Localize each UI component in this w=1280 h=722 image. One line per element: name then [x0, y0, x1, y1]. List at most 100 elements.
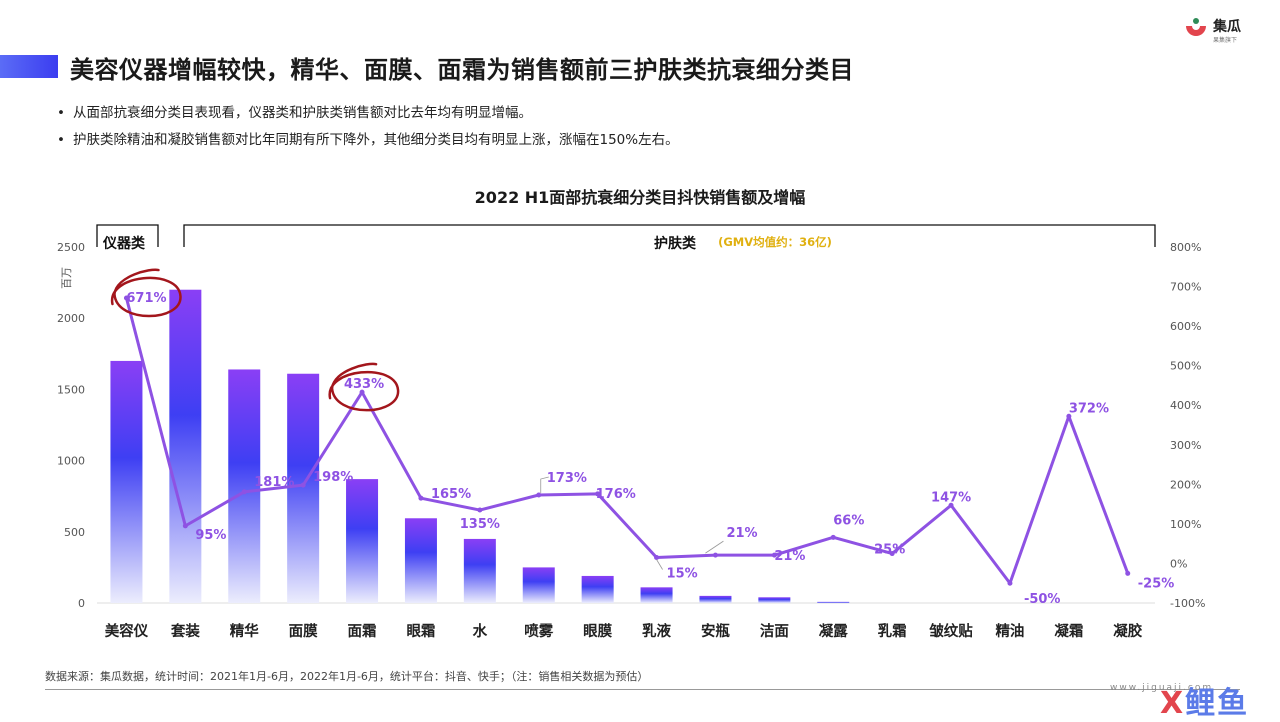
category-label: 套装	[170, 622, 200, 640]
data-label: -50%	[1024, 592, 1061, 607]
bullet-list: 从面部抗衰细分类目表现看，仪器类和护肤类销售额对比去年均有明显增幅。 护肤类除精…	[55, 103, 679, 157]
bar	[640, 587, 673, 603]
data-label: 147%	[931, 490, 971, 505]
line-point	[830, 534, 836, 540]
line-point	[771, 552, 777, 558]
line-point	[1125, 570, 1131, 576]
line-point	[948, 502, 954, 508]
data-label: 15%	[667, 567, 698, 582]
category-label: 凝胶	[1113, 622, 1142, 640]
line-point	[1066, 413, 1072, 419]
y-tick-label: 0	[78, 597, 85, 610]
page-title: 美容仪器增幅较快，精华、面膜、面霜为销售额前三护肤类抗衰细分类目	[70, 56, 854, 84]
y-tick-label: 1500	[57, 383, 85, 396]
label-leader	[540, 476, 549, 494]
line-point	[182, 523, 188, 529]
data-label: 671%	[126, 291, 166, 306]
bullet-item: 护肤类除精油和凝胶销售额对比年同期有所下降外，其他细分类目均有明显上涨，涨幅在1…	[55, 130, 679, 157]
y2-tick-label: 700%	[1170, 281, 1201, 294]
highlight-circle	[111, 268, 182, 318]
category-label: 面膜	[289, 622, 318, 640]
data-source-note: 数据来源：集瓜数据，统计时间：2021年1月-6月，2022年1月-6月，统计平…	[45, 670, 649, 683]
data-label: 135%	[460, 517, 500, 532]
bar	[169, 289, 202, 603]
title-accent-bar	[0, 55, 58, 78]
y2-tick-label: 600%	[1170, 320, 1201, 333]
data-label: 181%	[254, 475, 294, 490]
data-label: 173%	[547, 471, 587, 486]
logo-subtitle: 果集旗下	[1213, 37, 1238, 44]
bar	[522, 567, 555, 603]
y-tick-label: 2000	[57, 312, 85, 325]
bar	[228, 369, 261, 603]
bar	[817, 601, 850, 603]
category-label: 精华	[230, 622, 259, 640]
logo-name: 集瓜	[1213, 19, 1241, 35]
line-point	[712, 552, 718, 558]
bullet-item: 从面部抗衰细分类目表现看，仪器类和护肤类销售额对比去年均有明显增幅。	[55, 103, 679, 130]
category-label: 凝露	[819, 622, 848, 640]
category-label: 喷雾	[524, 623, 553, 640]
group-note-gmv: (GMV均值约：36亿)	[718, 235, 832, 249]
line-point	[1007, 580, 1013, 586]
bar	[581, 575, 614, 603]
y-axis-unit: 百万	[60, 267, 73, 289]
line-point	[595, 491, 601, 497]
data-label: 198%	[313, 470, 353, 485]
category-label: 面霜	[348, 622, 377, 640]
category-label: 乳霜	[878, 622, 907, 640]
data-label: 372%	[1069, 401, 1109, 416]
data-label: -25%	[1138, 576, 1175, 591]
line-point	[359, 389, 365, 395]
data-label: 25%	[874, 543, 905, 558]
footer-divider	[45, 689, 1240, 690]
category-label: 眼膜	[583, 622, 612, 640]
category-label: 安瓶	[701, 622, 730, 640]
label-leader	[705, 540, 724, 554]
label-leader	[656, 559, 663, 570]
category-label: 凝霜	[1054, 622, 1083, 640]
watermark-url: www.jiguaji.com	[1110, 683, 1214, 693]
data-label: 176%	[596, 487, 636, 502]
line-point	[418, 495, 424, 501]
logo-icon	[1186, 18, 1206, 36]
bar	[699, 595, 732, 603]
bar	[758, 597, 791, 603]
highlight-circle	[328, 362, 400, 412]
bar	[346, 479, 379, 603]
category-label: 水	[473, 622, 488, 640]
line-point	[536, 492, 542, 498]
line-point	[889, 551, 895, 557]
category-label: 精油	[995, 622, 1024, 640]
y2-tick-label: 100%	[1170, 518, 1201, 531]
data-label: 66%	[833, 513, 864, 528]
watermark-badge: X鲤鱼	[1160, 686, 1250, 721]
y2-tick-label: 200%	[1170, 478, 1201, 491]
y2-tick-label: 300%	[1170, 439, 1201, 452]
y2-tick-label: 800%	[1170, 241, 1201, 254]
y2-tick-label: -100%	[1170, 597, 1205, 610]
y2-tick-label: 0%	[1170, 557, 1187, 570]
data-label: 21%	[726, 526, 757, 541]
growth-line	[124, 297, 1130, 585]
bar	[110, 360, 143, 603]
data-label: 95%	[195, 528, 226, 543]
line-point	[654, 555, 660, 561]
y-tick-label: 500	[64, 526, 85, 539]
data-label: 433%	[344, 377, 384, 392]
group-label-skincare: 护肤类	[654, 235, 697, 252]
y2-tick-label: 400%	[1170, 399, 1201, 412]
line-point	[300, 482, 306, 488]
bar	[463, 538, 496, 603]
y-tick-label: 2500	[57, 241, 85, 254]
y-tick-label: 1000	[57, 455, 85, 468]
bar	[287, 373, 320, 603]
chart-title: 2022 H1面部抗衰细分类目抖快销售额及增幅	[474, 188, 806, 207]
data-label: 165%	[431, 487, 471, 502]
category-label: 美容仪	[105, 622, 149, 640]
y2-tick-label: 500%	[1170, 360, 1201, 373]
line-point	[241, 489, 247, 495]
category-label: 皱纹贴	[928, 622, 973, 640]
category-label: 乳液	[642, 622, 671, 640]
